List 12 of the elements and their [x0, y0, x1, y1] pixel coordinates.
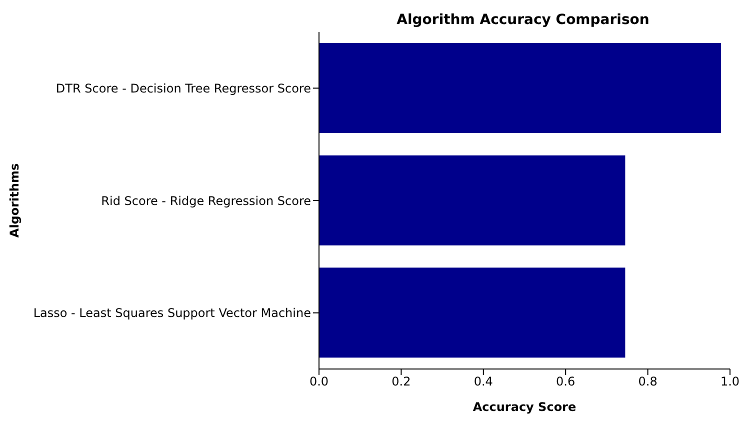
x-tick-label: 0.0 — [309, 374, 329, 389]
chart-title: Algorithm Accuracy Comparison — [396, 12, 650, 28]
x-tick-label: 1.0 — [720, 374, 740, 389]
x-tick-label: 0.4 — [474, 374, 493, 389]
x-tick-label: 0.2 — [392, 374, 411, 389]
x-axis-title: Accuracy Score — [472, 400, 576, 414]
y-axis-title: Algorithms — [7, 163, 22, 238]
x-tick-label: 0.8 — [638, 374, 658, 389]
y-tick-label: DTR Score - Decision Tree Regressor Score — [56, 81, 311, 96]
y-tick-label: Rid Score - Ridge Regression Score — [101, 194, 311, 208]
x-tick-label: 0.6 — [556, 374, 576, 389]
y-tick-label: Lasso - Least Squares Support Vector Machine — [33, 306, 311, 320]
